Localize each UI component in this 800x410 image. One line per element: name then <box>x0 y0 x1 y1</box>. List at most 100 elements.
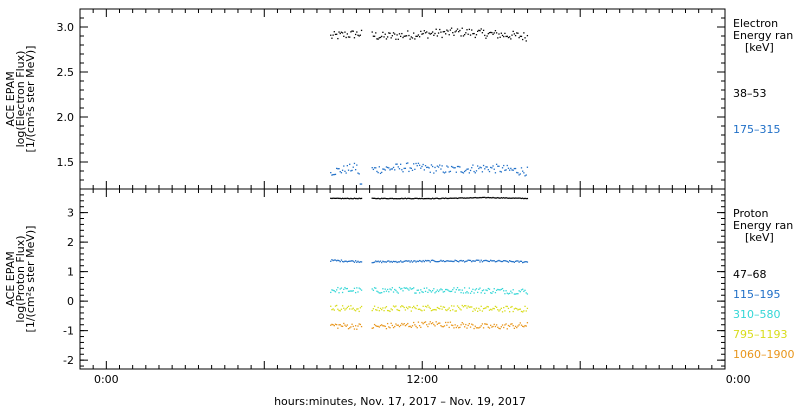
data-point <box>471 306 473 308</box>
data-point <box>492 325 494 328</box>
data-point <box>437 307 440 309</box>
data-point <box>450 165 453 168</box>
data-point <box>512 324 514 327</box>
data-point <box>524 289 526 291</box>
data-point <box>390 289 392 291</box>
data-point <box>341 305 344 307</box>
data-point <box>495 324 498 326</box>
data-point <box>504 32 506 35</box>
data-point <box>513 167 516 170</box>
data-point <box>336 289 338 291</box>
data-point <box>446 288 448 291</box>
data-point <box>423 309 425 311</box>
data-point <box>480 259 482 261</box>
y-tick-label: 2 <box>67 236 74 249</box>
data-point <box>440 197 442 200</box>
data-point <box>494 305 497 308</box>
data-point <box>359 323 362 326</box>
data-point <box>519 322 521 324</box>
data-point <box>465 169 467 172</box>
data-point <box>340 198 343 200</box>
data-point <box>381 291 383 294</box>
data-point <box>402 36 404 39</box>
data-point <box>511 260 513 263</box>
data-point <box>337 168 339 170</box>
data-point <box>478 167 480 170</box>
data-point <box>435 28 437 30</box>
data-point <box>523 261 525 263</box>
data-point <box>354 260 357 262</box>
data-point <box>518 261 520 263</box>
data-point <box>388 291 390 293</box>
data-point <box>482 289 485 291</box>
data-point <box>337 327 339 329</box>
data-point <box>421 261 423 263</box>
data-point <box>424 321 427 323</box>
data-point <box>471 260 473 263</box>
data-point <box>500 307 502 309</box>
proton-data-points <box>330 196 529 330</box>
data-point <box>431 309 434 311</box>
data-point <box>339 197 341 200</box>
data-point <box>523 197 525 200</box>
data-point <box>427 259 429 262</box>
data-point <box>462 197 465 199</box>
data-point <box>424 165 427 167</box>
data-point <box>478 29 480 31</box>
data-point <box>330 260 332 262</box>
electron-panel: 1.5 2.0 2.5 3.0 ACE EPAM log(Electron Flux)… <box>4 8 793 190</box>
data-point <box>507 324 510 327</box>
data-point <box>430 291 433 293</box>
data-point <box>454 324 456 326</box>
data-point <box>413 198 415 200</box>
data-point <box>466 260 468 262</box>
data-point <box>424 197 427 200</box>
data-point <box>371 31 373 33</box>
data-point <box>407 322 409 325</box>
proton-panel: -2 -1 0 1 2 3 ACE EPAM log(Proton Flux) [1/(c… <box>4 188 795 370</box>
data-point <box>401 287 403 290</box>
data-point <box>351 260 353 262</box>
data-point <box>518 324 520 326</box>
x-tick-label: 0:00 <box>726 373 751 386</box>
data-point <box>331 323 333 326</box>
data-point <box>480 325 482 327</box>
data-point <box>487 287 489 290</box>
data-point <box>469 326 472 328</box>
data-point <box>482 307 485 310</box>
data-point <box>434 197 436 200</box>
data-point <box>486 323 488 326</box>
electron-legend-title: Electron <box>733 17 778 30</box>
data-point <box>499 328 501 330</box>
data-point <box>460 309 462 311</box>
data-point <box>453 260 455 263</box>
data-point <box>409 261 411 263</box>
data-point <box>442 291 444 293</box>
data-point <box>454 310 456 312</box>
data-point <box>449 29 452 31</box>
data-point <box>350 290 352 292</box>
data-point <box>488 288 491 290</box>
data-point <box>424 290 427 293</box>
data-point <box>382 307 384 309</box>
data-point <box>418 324 421 327</box>
data-point <box>475 259 478 261</box>
data-point <box>422 198 424 200</box>
data-point <box>353 197 356 199</box>
data-point <box>403 260 405 263</box>
data-point <box>340 31 343 33</box>
data-point <box>439 289 441 291</box>
data-point <box>388 198 390 200</box>
data-point <box>461 304 463 307</box>
data-point <box>510 167 512 170</box>
data-point <box>384 33 386 35</box>
data-point <box>356 287 358 289</box>
data-point <box>382 260 384 262</box>
data-point <box>409 325 411 327</box>
data-point <box>391 168 394 170</box>
data-point <box>416 327 418 329</box>
data-point <box>415 325 417 328</box>
data-point <box>520 197 523 200</box>
data-point <box>353 162 356 165</box>
